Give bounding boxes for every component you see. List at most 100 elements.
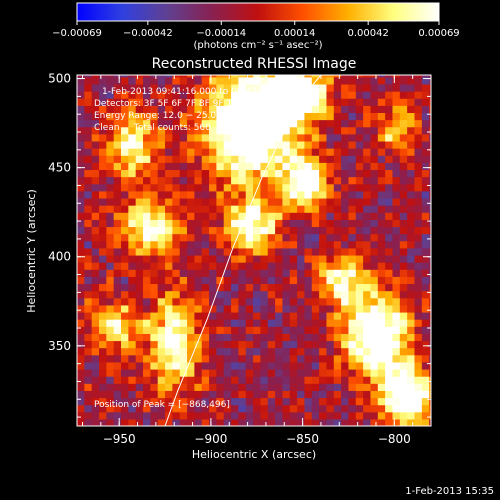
heatmap-cell [91,226,100,235]
heatmap-cell [399,176,408,185]
heatmap-cell [333,347,342,356]
heatmap-cell [363,197,372,206]
heatmap-cell [275,376,284,384]
heatmap-cell [377,119,386,128]
heatmap-cell [179,126,188,135]
heatmap-cell [260,233,269,242]
heatmap-cell [194,233,203,242]
heatmap-cell [179,404,188,413]
heatmap-cell [377,240,386,249]
heatmap-cell [223,297,232,306]
heatmap-cell [399,197,408,206]
heatmap-cell [187,247,195,256]
heatmap-cell [348,83,357,92]
heatmap-cell [275,297,284,306]
heatmap-cell [392,368,401,377]
heatmap-cell [304,212,313,220]
heatmap-cell [429,133,431,142]
heatmap-cell [297,390,306,399]
heatmap-cell [267,247,276,256]
heatmap-cell [275,98,284,106]
heatmap-cell [223,233,232,242]
heatmap-cell [341,254,350,263]
heatmap-cell [91,247,100,256]
heatmap-cell [172,133,181,142]
heatmap-cell [385,140,394,149]
heatmap-cell [194,205,203,213]
heatmap-cell [414,119,423,128]
heatmap-cell [135,361,144,370]
heatmap-cell [187,333,195,342]
heatmap-cell [429,219,431,228]
heatmap-cell [421,140,430,149]
heatmap-cell [267,226,276,235]
heatmap-cell [231,262,240,270]
heatmap-cell [370,212,379,220]
heatmap-cell [194,354,203,363]
heatmap-cell [135,140,144,149]
heatmap-cell [377,383,386,391]
heatmap-cell [238,119,247,128]
heatmap-cell [231,75,240,78]
heatmap-cell [113,91,122,99]
heatmap-cell [326,340,335,349]
heatmap-cell [355,148,364,156]
heatmap-cell [333,176,342,185]
heatmap-cell [429,112,431,121]
heatmap-cell [157,212,166,220]
heatmap-cell [289,347,298,356]
heatmap-cell [414,319,423,327]
heatmap-cell [84,269,93,277]
heatmap-cell [253,75,262,78]
heatmap-cell [99,176,107,185]
heatmap-cell [99,390,107,399]
heatmap-cell [209,205,217,213]
heatmap-cell [150,169,159,178]
heatmap-cell [304,404,313,413]
heatmap-cell [333,119,342,128]
heatmap-cell [333,226,342,235]
heatmap-cell [143,383,151,391]
heatmap-cell [304,390,313,399]
heatmap-cell [341,169,350,178]
heatmap-cell [121,333,129,342]
heatmap-cell [99,262,107,270]
heatmap-cell [172,148,181,156]
heatmap-cell [179,326,188,334]
heatmap-cell [223,212,232,220]
colorbar-ticks: −0.00069 −0.00042 −0.00014 0.00014 0.00042 0.… [52,21,460,39]
heatmap-cell [289,333,298,342]
heatmap-cell [282,290,291,299]
heatmap-cell [179,233,188,242]
heatmap-cell [355,233,364,242]
heatmap-cell [282,176,291,185]
x-tick-label: −900 [194,432,227,446]
heatmap-cell [106,404,115,413]
heatmap-cell [377,205,386,213]
heatmap-cell [341,297,350,306]
heatmap-cell [333,76,342,85]
heatmap-cell [377,311,386,320]
heatmap-cell [392,319,401,327]
heatmap-cell [209,162,217,171]
heatmap-cell [231,397,240,406]
heatmap-cell [363,155,372,163]
heatmap-cell [245,276,254,285]
heatmap-cell [260,290,269,299]
heatmap-cell [275,276,284,285]
heatmap-cell [282,297,291,306]
heatmap-cell [267,297,276,306]
heatmap-cell [113,326,122,334]
heatmap-cell [157,105,166,114]
heatmap-cell [172,383,181,391]
heatmap-cell [377,269,386,277]
heatmap-cell [165,148,173,156]
heatmap-cell [253,91,262,99]
heatmap-cell [319,233,328,242]
heatmap-cell [304,176,313,185]
heatmap-cell [399,98,408,106]
heatmap-cell [113,411,122,420]
heatmap-cell [172,269,181,277]
heatmap-cell [355,276,364,285]
heatmap-cell [209,83,217,92]
